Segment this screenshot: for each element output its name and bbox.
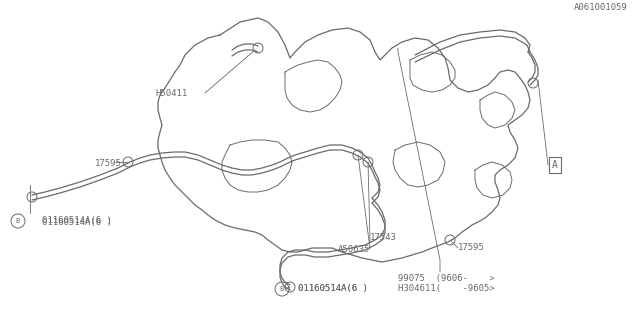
Text: A061001059: A061001059 — [574, 4, 628, 12]
Text: 01160514A(6 ): 01160514A(6 ) — [298, 284, 368, 293]
Text: 99075  (9606-    >: 99075 (9606- > — [398, 274, 495, 283]
Text: 01160514A(6 ): 01160514A(6 ) — [42, 218, 112, 227]
Text: B: B — [16, 218, 20, 224]
Text: B: B — [280, 286, 284, 292]
Text: 17595: 17595 — [458, 244, 485, 252]
Text: H304611(    -9605>: H304611( -9605> — [398, 284, 495, 292]
Text: 17543: 17543 — [370, 233, 397, 242]
Text: 01160514A(6 ): 01160514A(6 ) — [298, 284, 368, 293]
Text: H50411: H50411 — [155, 89, 188, 98]
Text: 01160514A(6 ): 01160514A(6 ) — [42, 217, 112, 226]
Text: A: A — [552, 160, 558, 170]
Text: 17595: 17595 — [95, 158, 122, 167]
Text: A50635: A50635 — [338, 244, 371, 253]
